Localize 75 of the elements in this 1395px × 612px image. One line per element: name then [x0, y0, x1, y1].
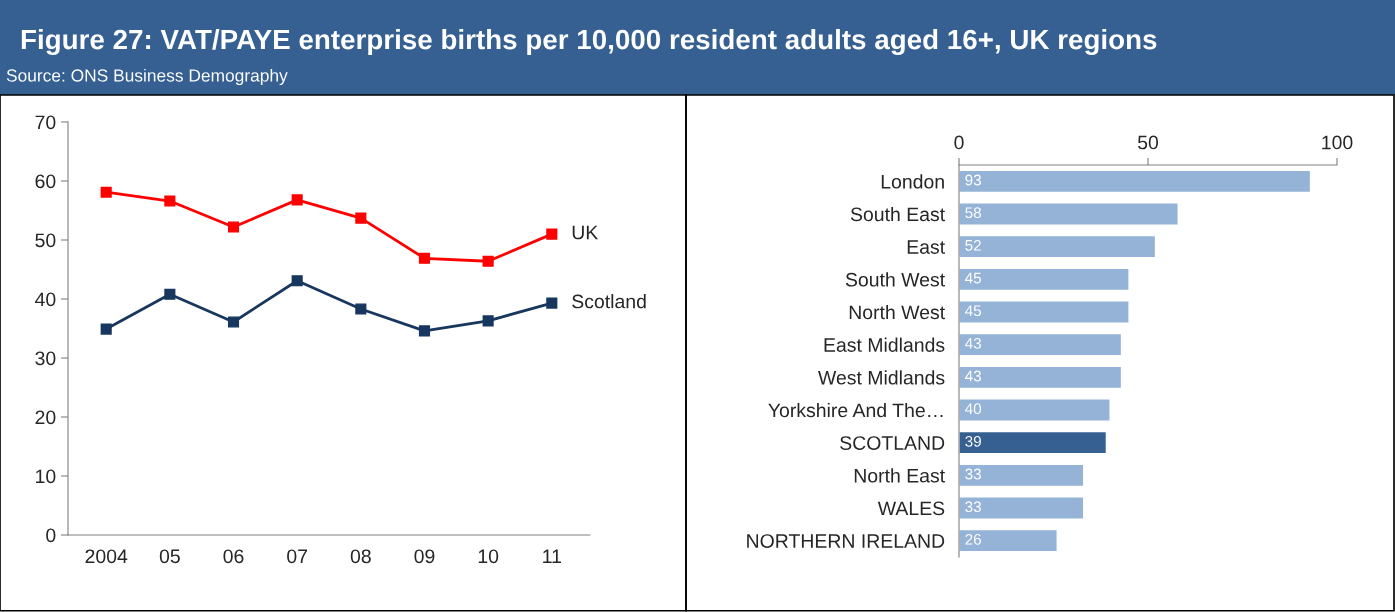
point [291, 275, 303, 287]
bar [959, 430, 1108, 455]
x-tick-label: 11 [543, 549, 561, 563]
data-label: 39 [965, 435, 981, 447]
data-label: 45 [965, 272, 982, 284]
point [227, 221, 240, 233]
bar [959, 398, 1111, 422]
data-label: 26 [965, 533, 981, 545]
y-tick-label: SCOTLAND [840, 436, 945, 450]
bar [959, 463, 1085, 488]
data-label: 45 [965, 305, 982, 317]
y-tick-label: 60 [35, 174, 56, 189]
point [227, 316, 240, 328]
data-label: 52 [965, 239, 981, 251]
data-label: 93 [965, 174, 981, 186]
bar [959, 202, 1179, 226]
point [546, 297, 558, 309]
data-label: 40 [965, 403, 982, 415]
point [100, 323, 112, 335]
point [100, 186, 112, 198]
y-tick-label: South East [850, 206, 945, 222]
y-tick-label: 30 [35, 351, 56, 366]
y-tick-label: 0 [46, 528, 56, 543]
point [355, 303, 367, 315]
y-tick-label: North West [849, 304, 945, 320]
y-tick-label: North East [854, 468, 945, 483]
bar [959, 234, 1157, 259]
bar [959, 365, 1123, 390]
y-tick-label: 20 [35, 410, 56, 425]
x-tick-label: 09 [414, 549, 435, 564]
bar [959, 496, 1085, 520]
data-label: 58 [965, 207, 981, 219]
series-label: UK [572, 225, 599, 240]
y-tick-label: NORTHERN IRELAND [747, 534, 945, 548]
point [482, 255, 494, 267]
x-tick-label: 100 [1322, 135, 1353, 150]
point [355, 212, 367, 224]
y-tick-label: West Midlands [818, 370, 945, 385]
x-tick-label: 07 [287, 549, 308, 564]
y-tick-label: 10 [36, 469, 56, 484]
bar [959, 332, 1123, 357]
bar [959, 300, 1130, 324]
y-tick-label: 40 [35, 292, 56, 307]
x-tick-label: 50 [1137, 135, 1159, 150]
point [418, 252, 431, 264]
x-tick-label: 08 [350, 549, 371, 564]
bar [959, 528, 1058, 553]
point [482, 315, 494, 327]
x-tick-label: 0 [954, 135, 964, 150]
y-tick-label: 70 [35, 115, 56, 130]
data-label: 33 [965, 501, 981, 513]
point [546, 228, 558, 240]
y-tick-label: Yorkshire And The… [768, 402, 943, 418]
x-tick-label: 10 [478, 549, 499, 564]
bar [959, 267, 1130, 292]
point [418, 325, 431, 337]
data-label: 43 [965, 370, 981, 382]
y-tick-label: 50 [35, 233, 56, 248]
series-label: Scotland [572, 294, 646, 309]
data-label: 43 [965, 337, 981, 349]
point [291, 194, 303, 206]
y-tick-label: East [907, 240, 945, 254]
source-note: Source: ONS Business Demography [6, 68, 288, 86]
x-tick-label: 05 [159, 549, 180, 564]
chart-title: Figure 27: VAT/PAYE enterprise births per 10,000 resident adults aged 16+, UK regions [21, 28, 1157, 56]
y-tick-label: WALES [877, 501, 945, 516]
x-tick-label: 2004 [85, 549, 128, 564]
y-tick-label: London [881, 174, 944, 189]
y-tick-label: East Midlands [824, 337, 945, 352]
y-tick-label: South West [845, 272, 945, 287]
point [164, 195, 176, 207]
x-tick-label: 06 [223, 549, 244, 564]
data-label: 33 [965, 468, 981, 480]
bar [959, 169, 1312, 194]
point [164, 288, 176, 300]
